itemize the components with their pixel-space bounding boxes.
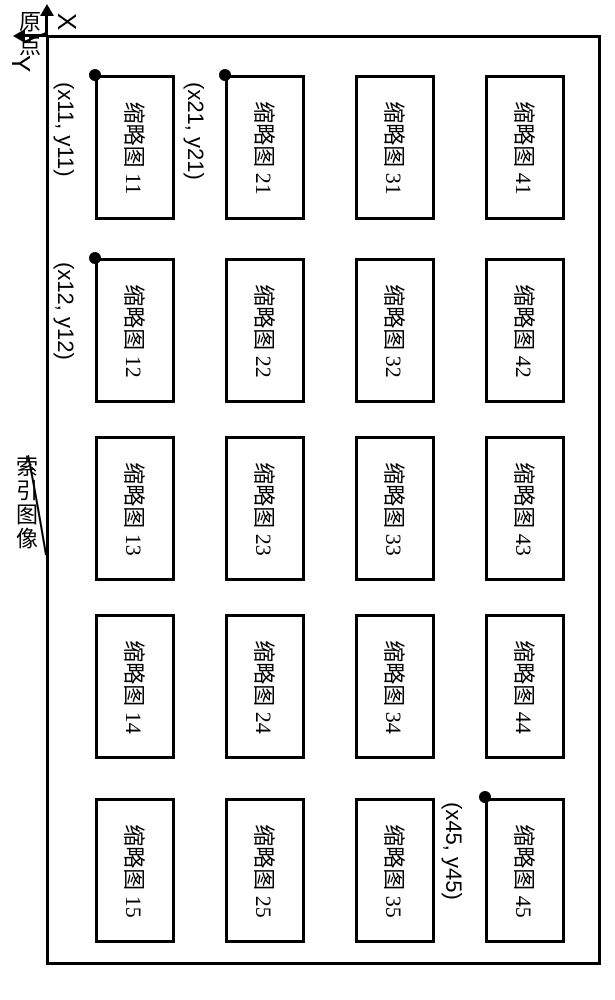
thumbnail-31: 缩略图 31 xyxy=(355,75,435,220)
thumbnail-label: 缩略图 25 xyxy=(249,824,281,918)
thumbnail-44: 缩略图 44 xyxy=(485,614,565,759)
thumbnail-label: 缩略图 23 xyxy=(249,462,281,556)
thumbnail-label: 缩略图 11 xyxy=(119,101,151,194)
thumbnail-22: 缩略图 22 xyxy=(225,258,305,403)
x-axis-label: X xyxy=(51,13,82,30)
thumbnail-label: 缩略图 35 xyxy=(379,824,411,918)
thumbnail-14: 缩略图 14 xyxy=(95,614,175,759)
thumbnail-label: 缩略图 24 xyxy=(249,640,281,734)
thumbnail-35: 缩略图 35 xyxy=(355,798,435,943)
thumbnail-25: 缩略图 25 xyxy=(225,798,305,943)
thumbnail-label: 缩略图 32 xyxy=(379,284,411,378)
index-image-leader xyxy=(28,455,50,560)
thumbnail-label: 缩略图 13 xyxy=(119,462,151,556)
thumbnail-label: 缩略图 41 xyxy=(509,101,541,195)
thumbnail-label: 缩略图 22 xyxy=(249,284,281,378)
thumbnail-42: 缩略图 42 xyxy=(485,258,565,403)
coord-label-12: (x12, y12) xyxy=(52,262,78,360)
thumbnail-41: 缩略图 41 xyxy=(485,75,565,220)
thumbnail-label: 缩略图 12 xyxy=(119,284,151,378)
coord-dot-45 xyxy=(479,791,491,803)
thumbnail-32: 缩略图 32 xyxy=(355,258,435,403)
coord-dot-11 xyxy=(89,69,101,81)
coord-dot-21 xyxy=(219,69,231,81)
thumbnail-label: 缩略图 15 xyxy=(119,824,151,918)
thumbnail-12: 缩略图 12 xyxy=(95,258,175,403)
thumbnail-34: 缩略图 34 xyxy=(355,614,435,759)
thumbnail-label: 缩略图 31 xyxy=(379,101,411,195)
thumbnail-label: 缩略图 21 xyxy=(249,101,281,195)
coord-label-21: (x21, y21) xyxy=(182,82,208,180)
thumbnail-label: 缩略图 33 xyxy=(379,462,411,556)
thumbnail-21: 缩略图 21 xyxy=(225,75,305,220)
thumbnail-33: 缩略图 33 xyxy=(355,436,435,581)
thumbnail-13: 缩略图 13 xyxy=(95,436,175,581)
thumbnail-label: 缩略图 44 xyxy=(509,640,541,734)
thumbnail-label: 缩略图 45 xyxy=(509,824,541,918)
thumbnail-23: 缩略图 23 xyxy=(225,436,305,581)
thumbnail-label: 缩略图 14 xyxy=(119,640,151,734)
thumbnail-43: 缩略图 43 xyxy=(485,436,565,581)
y-axis-arrow xyxy=(13,29,25,43)
thumbnail-24: 缩略图 24 xyxy=(225,614,305,759)
coord-label-11: (x11, y11) xyxy=(52,82,78,177)
thumbnail-label: 缩略图 43 xyxy=(509,462,541,556)
thumbnail-label: 缩略图 34 xyxy=(379,640,411,734)
y-axis-label: Y xyxy=(5,55,36,72)
thumbnail-15: 缩略图 15 xyxy=(95,798,175,943)
y-axis-line xyxy=(23,34,46,37)
coord-dot-12 xyxy=(89,252,101,264)
thumbnail-label: 缩略图 42 xyxy=(509,284,541,378)
thumbnail-11: 缩略图 11 xyxy=(95,75,175,220)
coord-label-45: (x45, y45) xyxy=(440,802,466,900)
thumbnail-45: 缩略图 45 xyxy=(485,798,565,943)
